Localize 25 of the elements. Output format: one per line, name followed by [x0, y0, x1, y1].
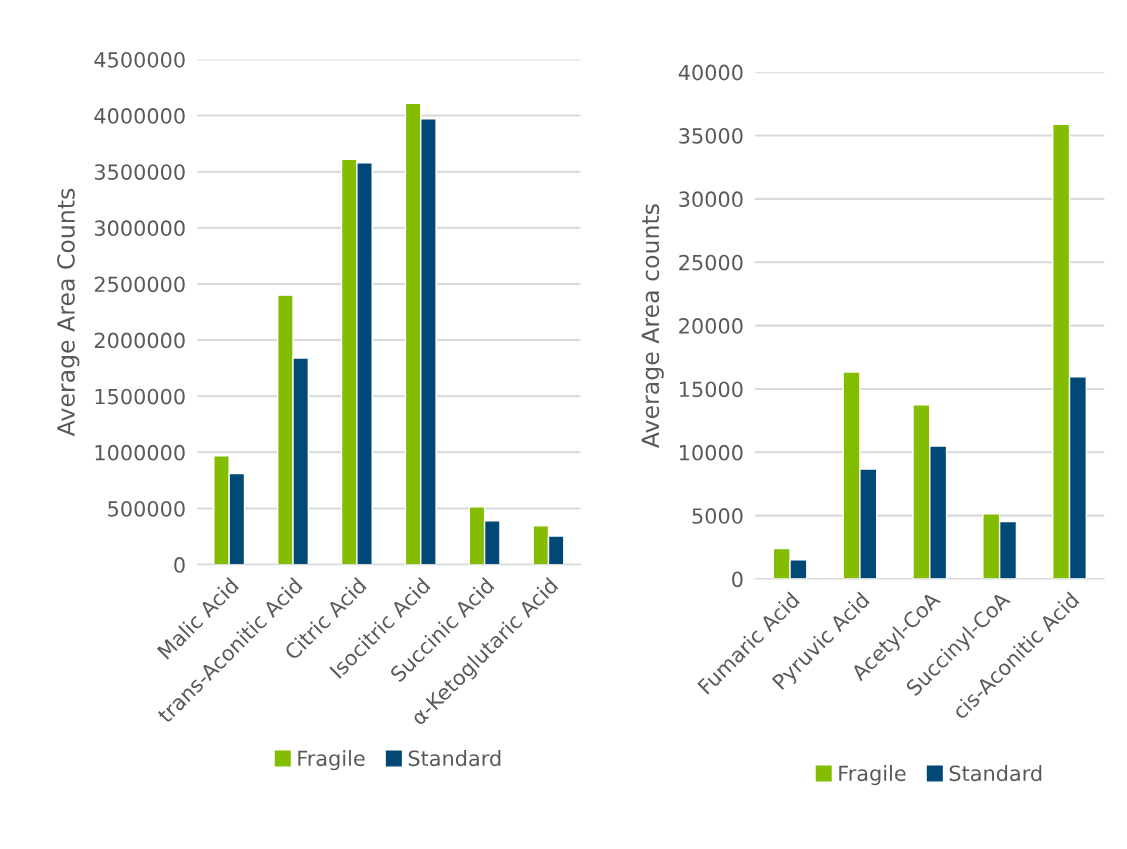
y-tick-label: 500000	[108, 500, 185, 517]
y-axis-title: Average Area counts	[641, 204, 664, 449]
y-tick-label: 25000	[679, 254, 743, 271]
legend-label: Fragile	[298, 750, 365, 771]
y-tick-label: 3500000	[94, 164, 185, 180]
y-tick-label: 15000	[679, 381, 743, 398]
y-tick-label: 2000000	[94, 332, 185, 349]
legend-label: Standard	[949, 765, 1042, 782]
legend-label: Standard	[408, 750, 501, 767]
y-tick-label: 1000000	[95, 444, 185, 461]
y-tick-label: 20000	[679, 318, 743, 334]
y-tick-label: 10000	[679, 444, 743, 461]
y-tick-label: 4500000	[94, 51, 185, 68]
y-tick-label: 40000	[678, 64, 743, 81]
y-tick-label: 3000000	[94, 220, 185, 237]
y-tick-label: 0	[174, 557, 185, 573]
y-tick-label: 4000000	[94, 108, 185, 124]
y-tick-label: 30000	[679, 191, 743, 208]
y-tick-label: 35000	[679, 127, 743, 144]
y-tick-label: 0	[732, 571, 743, 588]
legend-label: Fragile	[839, 765, 906, 786]
y-tick-label: 2500000	[94, 276, 185, 293]
y-tick-label: 1500000	[95, 388, 185, 405]
y-tick-label: 5000	[692, 508, 743, 524]
y-axis-title: Average Area Counts	[57, 188, 80, 437]
